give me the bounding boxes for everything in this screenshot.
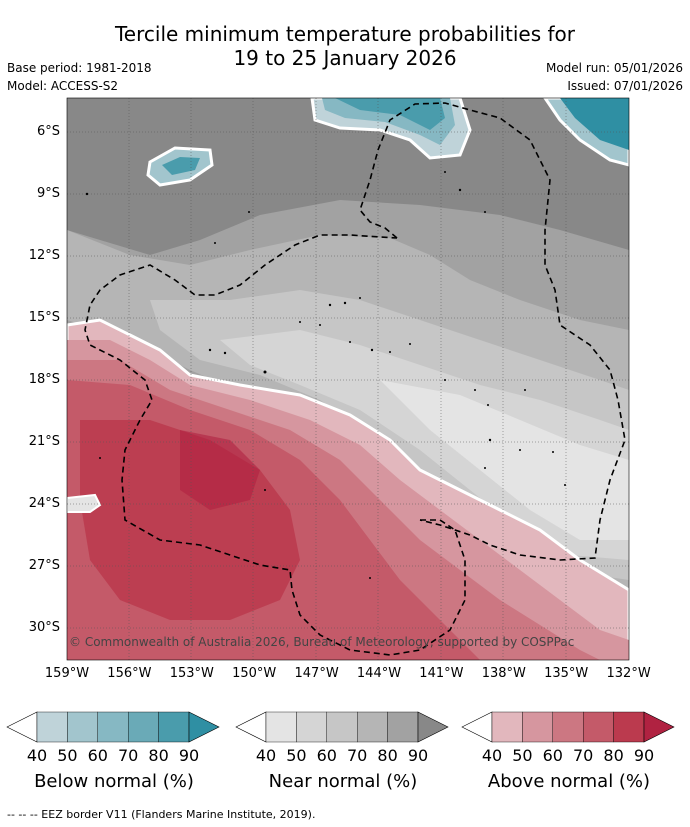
- islands: [85, 171, 566, 579]
- colorbars: [6, 711, 675, 743]
- lon-label: 144°W: [356, 666, 402, 681]
- lat-label: 18°S: [28, 372, 60, 387]
- near-colorbar-tick: 50: [286, 746, 307, 765]
- above-colorbar-tick: 50: [512, 746, 533, 765]
- lon-label: 135°W: [544, 666, 589, 681]
- title-line-2: 19 to 25 January 2026: [233, 46, 457, 70]
- lat-label: 24°S: [28, 496, 60, 511]
- below-colorbar-segment: [127, 711, 159, 743]
- below-colorbar-tick: 50: [57, 746, 78, 765]
- lon-label: 153°W: [169, 666, 214, 681]
- lat-label: 6°S: [36, 124, 60, 139]
- lat-label: 30°S: [28, 620, 60, 635]
- below-colorbar-segment: [36, 711, 68, 743]
- meta-left: Base period: 1981-2018 Model: ACCESS-S2: [7, 59, 152, 95]
- near-colorbar-segment: [357, 711, 388, 743]
- eez-border: [84, 102, 626, 656]
- near-colorbar-tick: 90: [407, 746, 429, 765]
- below-colorbar-tick: 40: [26, 746, 48, 765]
- above-colorbar-tick: 90: [633, 746, 655, 765]
- lon-label: 159°W: [44, 666, 90, 681]
- below-colorbar-tick: 90: [178, 746, 200, 765]
- model-name: Model: ACCESS-S2: [7, 79, 119, 93]
- near-colorbar-segment: [296, 711, 327, 743]
- above-colorbar-segment: [491, 711, 523, 743]
- above-colorbar-max-arrow: [643, 711, 675, 743]
- below-colorbar-tick: 80: [148, 746, 169, 765]
- above-colorbar-segment: [522, 711, 554, 743]
- lat-label: 27°S: [28, 558, 60, 573]
- below-colorbar-tick: 70: [118, 746, 139, 765]
- above-colorbar-tick: 80: [603, 746, 624, 765]
- above-colorbar-segment: [613, 711, 645, 743]
- above-colorbar-tick: 60: [542, 746, 563, 765]
- lat-label: 21°S: [28, 434, 60, 449]
- above-normal-label: Above normal (%): [487, 771, 651, 792]
- title-line-1: Tercile minimum temperature probabilitie…: [114, 22, 576, 46]
- lon-label: 150°W: [232, 666, 277, 681]
- meta-right: Model run: 05/01/2026 Issued: 07/01/2026: [546, 59, 683, 95]
- issued-date: Issued: 07/01/2026: [567, 79, 683, 93]
- lon-label: 147°W: [294, 666, 339, 681]
- near-colorbar-min-arrow: [235, 711, 267, 743]
- model-run: Model run: 05/01/2026: [545, 61, 683, 75]
- below-colorbar-segment: [158, 711, 190, 743]
- near-colorbar-segment: [265, 711, 297, 743]
- lat-label: 15°S: [28, 310, 60, 325]
- above-colorbar-segment: [583, 711, 614, 743]
- lon-label: 132°W: [606, 666, 651, 681]
- below-colorbar-segment: [97, 711, 129, 743]
- map-gridlines: [67, 98, 629, 660]
- map-title: Tercile minimum temperature probabilitie…: [0, 22, 690, 70]
- lon-label: 156°W: [107, 666, 152, 681]
- below-colorbar-segment: [67, 711, 99, 743]
- below-normal-label: Below normal (%): [34, 771, 194, 792]
- base-period: Base period: 1981-2018: [7, 61, 152, 75]
- lat-label: 9°S: [36, 186, 60, 201]
- lat-label: 12°S: [28, 248, 60, 263]
- above-colorbar-segment: [552, 711, 584, 743]
- below-colorbar-tick: 60: [87, 746, 108, 765]
- lon-label: 138°W: [481, 666, 526, 681]
- above-colorbar-tick: 70: [573, 746, 594, 765]
- above-colorbar-tick: 40: [481, 746, 503, 765]
- near-colorbar-segment: [326, 711, 358, 743]
- eez-footnote: -- -- -- EEZ border V11 (Flanders Marine…: [7, 808, 316, 821]
- below-colorbar-min-arrow: [6, 711, 38, 743]
- near-colorbar-tick: 80: [377, 746, 398, 765]
- copyright-text: © Commonwealth of Australia 2026, Bureau…: [69, 635, 574, 649]
- near-colorbar-tick: 70: [347, 746, 368, 765]
- below-colorbar-max-arrow: [188, 711, 220, 743]
- lon-label: 141°W: [419, 666, 464, 681]
- near-colorbar-segment: [387, 711, 419, 743]
- map-frame: [66, 97, 630, 661]
- near-colorbar-tick: 60: [316, 746, 337, 765]
- near-colorbar-tick: 40: [255, 746, 277, 765]
- probability-field: [67, 98, 629, 660]
- above-colorbar-min-arrow: [461, 711, 493, 743]
- near-normal-label: Near normal (%): [268, 771, 418, 792]
- near-colorbar-max-arrow: [417, 711, 449, 743]
